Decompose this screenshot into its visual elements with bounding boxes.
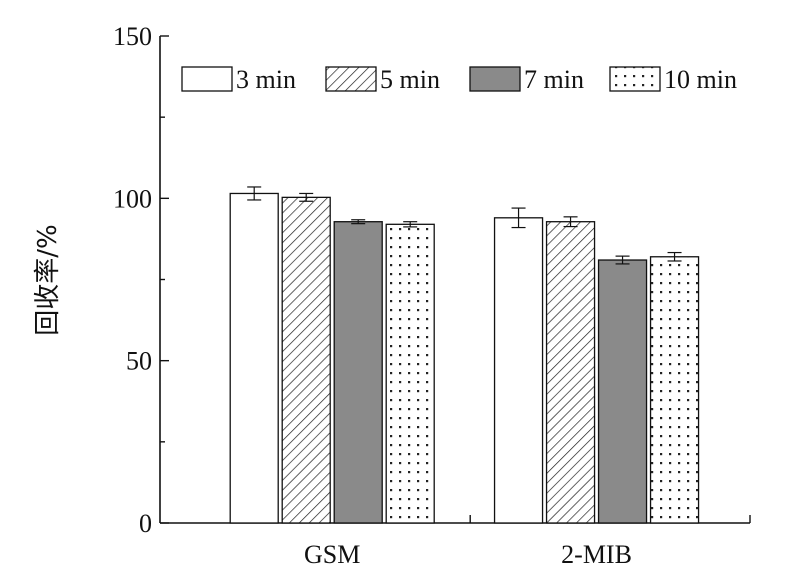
- bar: [229, 192, 279, 524]
- x-tick-label: GSM: [304, 540, 360, 569]
- bar: [597, 259, 648, 524]
- legend-label: 7 min: [524, 65, 584, 94]
- bar: [333, 221, 383, 524]
- legend-label: 5 min: [380, 65, 440, 94]
- bars: [229, 192, 700, 524]
- y-tick-label: 100: [113, 184, 152, 213]
- legend-label: 3 min: [236, 65, 296, 94]
- legend-swatch: [325, 66, 377, 92]
- y-tick-label: 150: [113, 22, 152, 51]
- legend-label: 10 min: [664, 65, 737, 94]
- x-tick-label: 2-MIB: [561, 540, 632, 569]
- y-tick-label: 50: [126, 347, 152, 376]
- y-axis-label: 回收率/%: [33, 224, 63, 335]
- axes: 0 50 100 150 GSM 2-MIB: [113, 22, 751, 569]
- bar: [493, 217, 544, 524]
- error-bars: [247, 186, 682, 265]
- bar: [545, 221, 596, 524]
- legend-swatch: [469, 66, 521, 92]
- bar: [649, 256, 700, 524]
- legend: 3 min 5 min 7 min 10 min: [181, 65, 737, 94]
- legend-swatch: [181, 66, 233, 92]
- y-tick-label: 0: [139, 509, 152, 538]
- bar: [281, 196, 331, 524]
- legend-swatch: [609, 66, 661, 92]
- bar: [385, 223, 435, 524]
